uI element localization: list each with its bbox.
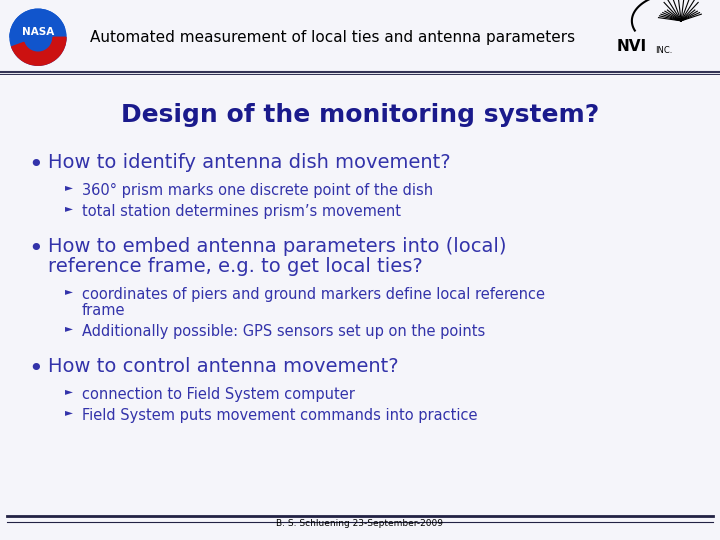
Text: How to control antenna movement?: How to control antenna movement? xyxy=(48,356,399,375)
Text: •: • xyxy=(28,356,42,381)
Text: Field System puts movement commands into practice: Field System puts movement commands into… xyxy=(82,408,477,422)
Text: How to embed antenna parameters into (local): How to embed antenna parameters into (lo… xyxy=(48,237,506,255)
Text: NVI: NVI xyxy=(617,39,647,53)
Text: ►: ► xyxy=(65,204,73,213)
Text: How to identify antenna dish movement?: How to identify antenna dish movement? xyxy=(48,152,451,172)
Text: Automated measurement of local ties and antenna parameters: Automated measurement of local ties and … xyxy=(90,30,575,45)
Text: connection to Field System computer: connection to Field System computer xyxy=(82,387,355,402)
Text: •: • xyxy=(28,152,42,177)
Text: ►: ► xyxy=(65,387,73,396)
Circle shape xyxy=(10,9,66,65)
Text: 360° prism marks one discrete point of the dish: 360° prism marks one discrete point of t… xyxy=(82,183,433,198)
Text: ►: ► xyxy=(65,408,73,417)
Text: B. S. Schluening 23-September-2009: B. S. Schluening 23-September-2009 xyxy=(276,519,444,528)
Text: ►: ► xyxy=(65,287,73,296)
Text: INC.: INC. xyxy=(656,46,673,55)
Text: total station determines prism’s movement: total station determines prism’s movemen… xyxy=(82,204,401,219)
Text: ►: ► xyxy=(65,323,73,334)
Text: reference frame, e.g. to get local ties?: reference frame, e.g. to get local ties? xyxy=(48,256,423,275)
Wedge shape xyxy=(12,37,66,65)
Text: frame: frame xyxy=(82,302,125,318)
Text: •: • xyxy=(28,237,42,260)
Text: coordinates of piers and ground markers define local reference: coordinates of piers and ground markers … xyxy=(82,287,545,301)
Wedge shape xyxy=(10,9,64,37)
Text: ►: ► xyxy=(65,183,73,193)
Text: NASA: NASA xyxy=(22,27,54,37)
Text: Additionally possible: GPS sensors set up on the points: Additionally possible: GPS sensors set u… xyxy=(82,323,485,339)
Text: Design of the monitoring system?: Design of the monitoring system? xyxy=(121,103,599,126)
